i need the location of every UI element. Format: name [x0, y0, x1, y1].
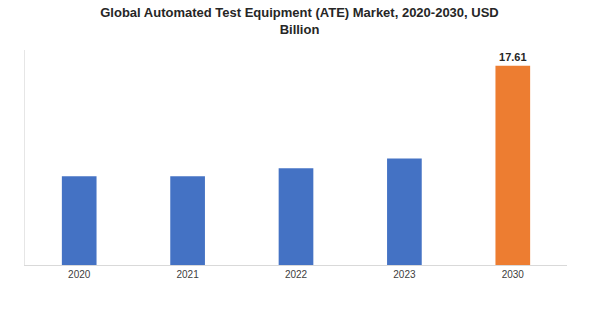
- svg-text:2022: 2022: [285, 269, 308, 280]
- svg-text:17.61: 17.61: [499, 51, 527, 63]
- svg-text:2030: 2030: [502, 269, 525, 280]
- svg-text:2023: 2023: [393, 269, 416, 280]
- svg-text:2021: 2021: [176, 269, 199, 280]
- svg-text:2020: 2020: [68, 269, 91, 280]
- svg-text:Global Automated Test Equipmen: Global Automated Test Equipment (ATE) Ma…: [100, 5, 499, 37]
